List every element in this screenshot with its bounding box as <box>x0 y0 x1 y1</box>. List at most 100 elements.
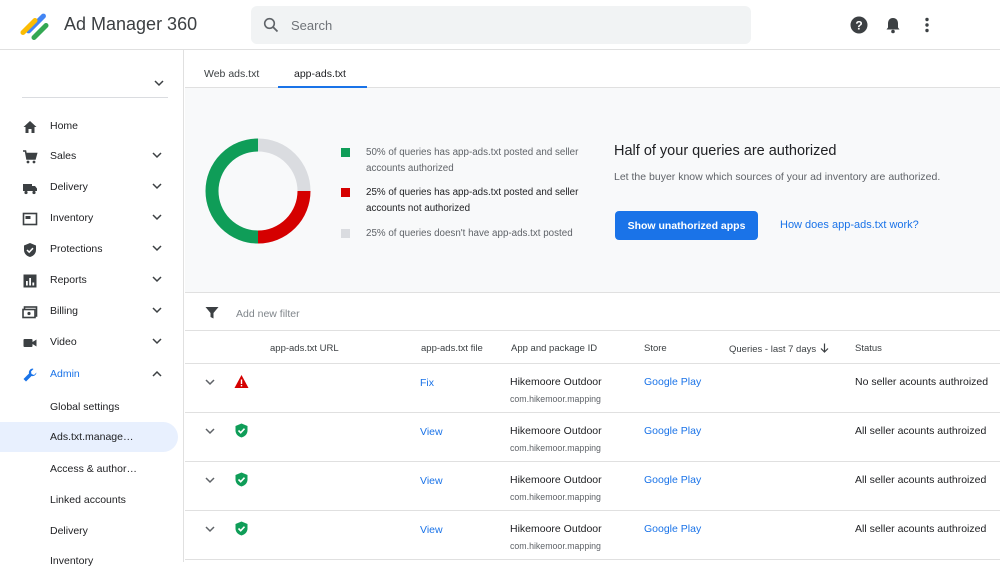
chevron-down-icon <box>152 276 162 283</box>
billing-icon <box>22 306 38 319</box>
shield-icon <box>24 243 36 257</box>
column-header-file[interactable]: app-ads.txt file <box>421 343 483 354</box>
sidebar-item-billing[interactable]: Billing <box>0 297 184 327</box>
sidebar-subitem-global-settings[interactable]: Global settings <box>0 392 178 422</box>
column-header-app[interactable]: App and package ID <box>511 343 598 354</box>
table-header: app-ads.txt URL app-ads.txt file App and… <box>185 332 1000 364</box>
donut-slice <box>257 190 311 244</box>
add-filter-input[interactable]: Add new filter <box>236 308 300 320</box>
sidebar-subitem-label: Linked accounts <box>50 494 126 506</box>
sidebar-item-protections[interactable]: Protections <box>0 235 184 265</box>
app-ads-file-link[interactable]: View <box>420 426 443 438</box>
sidebar-subitem-delivery[interactable]: Delivery <box>0 516 178 546</box>
column-header-queries[interactable]: Queries - last 7 days <box>729 343 829 355</box>
status-text: All seller acounts authroized <box>855 425 987 437</box>
chevron-down-icon <box>152 214 162 221</box>
sidebar-subitem-label: Delivery <box>50 525 88 537</box>
sidebar-item-video[interactable]: Video <box>0 328 184 358</box>
store-link[interactable]: Google Play <box>644 523 702 535</box>
sidebar-subitem-inventory[interactable]: Inventory <box>0 546 178 576</box>
app-name: Hikemoore Outdoor <box>510 474 602 486</box>
sidebar-subitem-label: Access & author… <box>50 463 137 475</box>
video-icon <box>23 339 37 347</box>
home-icon <box>23 121 37 133</box>
chevron-down-icon <box>152 183 162 190</box>
sidebar-item-label: Video <box>50 336 77 348</box>
sidebar-subitem-label: Inventory <box>50 555 94 567</box>
active-tab-indicator <box>278 86 367 88</box>
donut-slice <box>257 138 311 192</box>
tab-web-ads-txt[interactable]: Web ads.txt <box>204 68 260 80</box>
expand-row-chevron-icon[interactable] <box>204 376 216 388</box>
tab-app-ads-txt[interactable]: app-ads.txt <box>294 68 346 80</box>
sidebar: Home Sales Delivery Inventory Protection… <box>0 50 184 567</box>
search-icon <box>263 17 279 33</box>
sidebar-item-home[interactable]: Home <box>0 112 184 142</box>
expand-row-chevron-icon[interactable] <box>204 474 216 486</box>
status-text: No seller acounts authroized <box>855 376 989 388</box>
store-link[interactable]: Google Play <box>644 474 702 486</box>
column-header-url[interactable]: app-ads.txt URL <box>270 343 339 354</box>
package-id: com.hikemoor.mapping <box>510 443 601 453</box>
table-row[interactable]: View Hikemoore Outdoor com.hikemoor.mappin… <box>185 462 1000 511</box>
app-ads-file-link[interactable]: Fix <box>420 377 434 389</box>
warning-icon <box>234 375 249 388</box>
reports-icon <box>23 274 37 288</box>
legend-label: 25% of queries doesn't have app-ads.txt … <box>366 228 573 239</box>
sidebar-item-label: Delivery <box>50 181 88 193</box>
sidebar-item-inventory[interactable]: Inventory <box>0 204 184 234</box>
store-link[interactable]: Google Play <box>644 376 702 388</box>
table-row[interactable]: View Hikemoore Outdoor com.hikemoor.mappin… <box>185 511 1000 560</box>
store-link[interactable]: Google Play <box>644 425 702 437</box>
package-id: com.hikemoor.mapping <box>510 541 601 551</box>
search-bar[interactable] <box>251 6 751 44</box>
network-selector[interactable] <box>22 72 168 98</box>
chevron-up-icon <box>152 370 162 377</box>
expand-row-chevron-icon[interactable] <box>204 523 216 535</box>
expand-row-chevron-icon[interactable] <box>204 425 216 437</box>
sidebar-item-sales[interactable]: Sales <box>0 142 184 172</box>
sidebar-subitem-ads-txt-management[interactable]: Ads.txt.manage… <box>0 422 178 452</box>
app-name: Hikemoore Outdoor <box>510 425 602 437</box>
cart-icon <box>23 150 38 164</box>
status-text: All seller acounts authroized <box>855 523 987 535</box>
summary-title: Half of your queries are authorized <box>614 143 837 159</box>
sidebar-item-label: Reports <box>50 274 87 286</box>
show-unauthorized-apps-button[interactable]: Show unathorized apps <box>615 211 758 240</box>
app-ads-file-link[interactable]: View <box>420 475 443 487</box>
sidebar-item-delivery[interactable]: Delivery <box>0 173 184 203</box>
table-row[interactable]: View Hikemoore Outdoor com.hikemoor.mappin… <box>185 413 1000 462</box>
legend-label: 25% of queries has app-ads.txt posted an… <box>366 187 579 214</box>
app-ads-file-link[interactable]: View <box>420 524 443 536</box>
ad-manager-logo-icon[interactable] <box>20 10 50 40</box>
sidebar-subitem-access-authorization[interactable]: Access & author… <box>0 454 178 484</box>
legend-swatch <box>341 229 350 238</box>
app-name: Hikemoore Outdoor <box>510 523 602 535</box>
sidebar-item-label: Sales <box>50 150 77 162</box>
sidebar-item-admin[interactable]: Admin <box>0 360 184 390</box>
table-row[interactable]: Fix Hikemoore Outdoor com.hikemoor.mapping… <box>185 364 1000 413</box>
tab-bar: Web ads.txt app-ads.txt <box>185 50 1000 88</box>
top-bar: Ad Manager 360 ? <box>0 0 1000 50</box>
column-header-store[interactable]: Store <box>644 343 667 354</box>
status-text: All seller acounts authroized <box>855 474 987 486</box>
more-vert-icon[interactable] <box>917 15 937 35</box>
sidebar-item-reports[interactable]: Reports <box>0 266 184 296</box>
column-header-status[interactable]: Status <box>855 343 882 354</box>
search-input[interactable] <box>291 6 731 44</box>
how-app-ads-txt-works-link[interactable]: How does app-ads.txt work? <box>780 219 919 231</box>
filter-icon[interactable] <box>205 306 219 320</box>
main-content: Web ads.txt app-ads.txt 50% of queries h… <box>185 50 1000 562</box>
svg-text:?: ? <box>855 19 862 33</box>
notifications-icon[interactable] <box>883 15 903 35</box>
arrow-down-icon <box>820 343 829 353</box>
column-header-queries-label: Queries - last 7 days <box>729 344 817 355</box>
help-icon[interactable]: ? <box>849 15 869 35</box>
sidebar-item-label: Protections <box>50 243 103 255</box>
package-id: com.hikemoor.mapping <box>510 394 601 404</box>
package-id: com.hikemoor.mapping <box>510 492 601 502</box>
filter-bar[interactable]: Add new filter <box>185 294 1000 331</box>
sidebar-subitem-linked-accounts[interactable]: Linked accounts <box>0 485 178 515</box>
queries-donut-chart <box>205 138 311 244</box>
sidebar-item-label: Admin <box>50 368 80 380</box>
